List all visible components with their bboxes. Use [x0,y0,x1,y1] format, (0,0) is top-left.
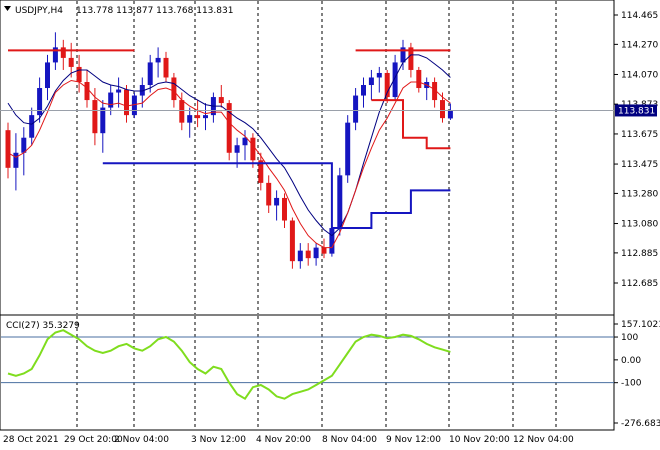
symbol-label: USDJPY,H4 [15,6,63,16]
candle-body [258,160,264,183]
cci-tick-label: -276.6837 [621,419,660,429]
price-tick-label: 113.080 [621,220,658,230]
candle-body [368,77,374,86]
candle-body [147,62,153,86]
time-tick-label: 3 Nov 12:00 [191,435,246,445]
price-tick-label: 114.465 [621,11,658,21]
candle-body [416,69,422,89]
candle-body [337,175,343,229]
time-tick-label: 9 Nov 12:00 [386,435,441,445]
cci-tick-label: 100 [621,333,638,343]
candle-body [400,47,406,63]
main-panel[interactable] [0,0,615,316]
stop-red-line [8,49,451,150]
candle-body [226,103,232,153]
candle-body [163,57,169,78]
time-tick-label: 29 Oct 20:00 [64,435,123,445]
candle-body [329,228,335,254]
candle-body [432,82,438,101]
candle-body [124,89,129,116]
cci-label: CCI(27) 35.3279 [6,321,80,331]
ohlc-label: 113.778 113.877 113.768 113.831 [76,6,233,16]
price-tick-label: 113.280 [621,189,658,199]
candle-body [37,88,43,116]
grid-lines [76,1,557,429]
cci-tick-label: 0.00 [621,356,641,366]
current-price-text: 113.831 [618,106,655,116]
candle-body [392,62,398,98]
candle-body [242,137,248,146]
candle-body [60,47,66,58]
fast-ma-line [7,79,451,249]
candle-body [171,77,177,101]
candle-body [218,97,224,104]
candles [5,32,453,269]
indicator-lines [7,49,451,401]
price-tick-label: 113.675 [621,130,658,140]
time-tick-label: 28 Oct 2021 [3,435,59,445]
time-tick-label: 4 Nov 20:00 [256,435,311,445]
candle-body [139,85,145,96]
candle-body [155,57,161,63]
candle-body [68,57,74,67]
candle-body [234,145,240,153]
candle-body [266,182,272,206]
price-tick-label: 113.475 [621,160,658,170]
candle-body [13,152,19,168]
slow-ma-line [7,54,451,237]
candle-body [313,247,319,259]
candle-body [5,130,11,168]
time-tick-label: 2 Nov 04:00 [114,435,169,445]
candle-body [100,107,106,134]
cci-tick-label: -100 [621,379,642,389]
candle-body [361,85,366,96]
time-tick-label: 8 Nov 04:00 [322,435,377,445]
candle-body [84,82,90,101]
price-tick-label: 112.685 [621,279,658,289]
candle-body [195,115,201,119]
candle-body [408,47,414,70]
current-price-box [615,104,657,117]
candle-body [345,122,351,176]
candle-body [274,197,280,206]
candle-body [131,95,137,116]
candle-body [76,66,82,82]
candle-body [353,95,359,123]
dropdown-triangle-icon[interactable] [4,6,11,11]
cci-tick-label: 157.1021 [621,320,660,330]
candle-body [187,115,193,123]
candle-body [440,100,445,119]
candle-body [29,115,35,138]
price-tick-label: 112.885 [621,249,658,259]
time-tick-label: 12 Nov 04:00 [513,435,574,445]
time-tick-label: 10 Nov 20:00 [449,435,510,445]
candle-body [108,92,114,108]
cci-line [7,329,451,401]
price-tick-label: 114.070 [621,70,658,80]
candle-body [21,137,27,153]
candle-body [376,72,382,78]
stop-blue-line [102,162,451,229]
candle-body [92,100,98,134]
cci-axis: 157.1021 100 0.00 -100 -276.6837 [614,320,660,429]
candle-body [321,247,327,254]
candle-body [297,250,303,262]
candle-body [250,137,256,161]
indicator-panel[interactable] [0,314,615,431]
price-tick-label: 114.270 [621,40,658,50]
candle-body [384,72,390,98]
candle-body [447,110,453,119]
candle-body [179,100,185,123]
candle-body [289,220,295,262]
candle-body [203,115,208,119]
time-axis[interactable]: 28 Oct 2021 29 Oct 20:002 Nov 04:00 3 Nov … [3,435,574,445]
price-axis[interactable]: 114.465114.270114.070113.873113.675113.4… [614,11,658,289]
candle-body [52,47,58,63]
candle-body [305,250,311,259]
candle-body [45,62,50,89]
candle-body [282,197,287,221]
cci-levels [1,336,614,384]
candle-body [116,89,122,93]
